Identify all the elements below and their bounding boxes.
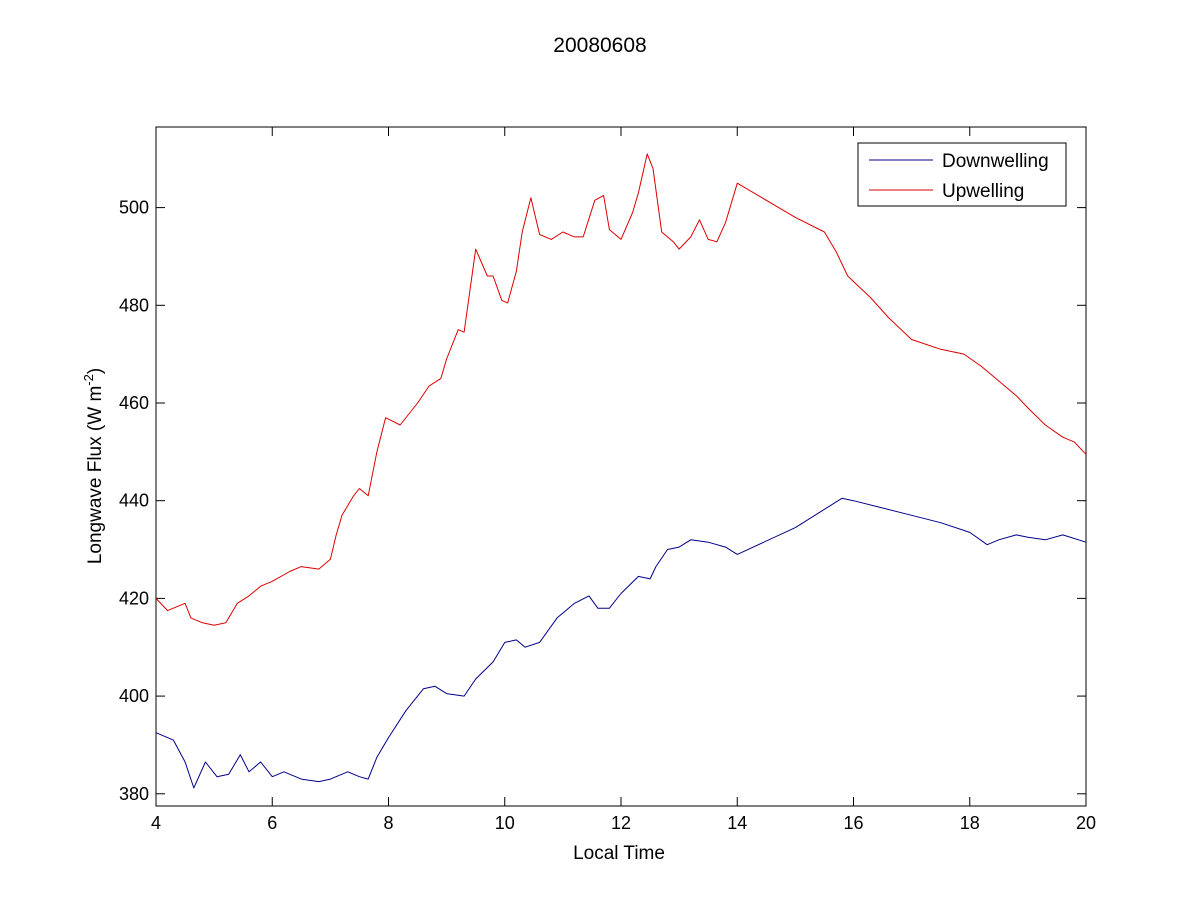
chart-title: 20080608 (553, 34, 646, 57)
x-tick-label: 4 (151, 813, 161, 833)
x-tick-label: 10 (495, 813, 515, 833)
x-axis: 4 6 8 10 12 14 16 18 20 (151, 127, 1096, 833)
y-tick-label: 440 (119, 491, 149, 511)
y-axis-label-exponent: -2 (81, 374, 96, 386)
x-tick-label: 14 (727, 813, 747, 833)
x-tick-label: 16 (843, 813, 863, 833)
legend: Downwelling Upwelling (857, 142, 1067, 207)
legend-box (857, 142, 1067, 207)
series-line-upwelling (155, 153, 1087, 626)
y-tick-label: 480 (119, 295, 149, 315)
series-layer (155, 153, 1087, 789)
y-tick-label: 380 (119, 784, 149, 804)
x-tick-label: 18 (960, 813, 980, 833)
y-tick-label: 400 (119, 686, 149, 706)
legend-label-downwelling: Downwelling (942, 151, 1049, 172)
x-tick-label: 20 (1076, 813, 1096, 833)
x-tick-label: 6 (267, 813, 277, 833)
y-tick-label: 500 (119, 198, 149, 218)
y-axis-label: Longwave Flux (W m-2) (81, 368, 106, 564)
x-axis-label: Local Time (573, 843, 665, 864)
x-tick-label: 12 (611, 813, 631, 833)
plot-area-frame (155, 126, 1087, 807)
y-axis-label-text: Longwave Flux (W m (85, 386, 106, 564)
legend-label-upwelling: Upwelling (942, 181, 1024, 202)
y-tick-label: 420 (119, 588, 149, 608)
series-line-downwelling (155, 497, 1087, 789)
y-axis-label-close: ) (85, 368, 106, 374)
y-axis: 380 400 420 440 460 480 500 (119, 198, 1086, 804)
y-tick-label: 460 (119, 393, 149, 413)
x-tick-label: 8 (383, 813, 393, 833)
